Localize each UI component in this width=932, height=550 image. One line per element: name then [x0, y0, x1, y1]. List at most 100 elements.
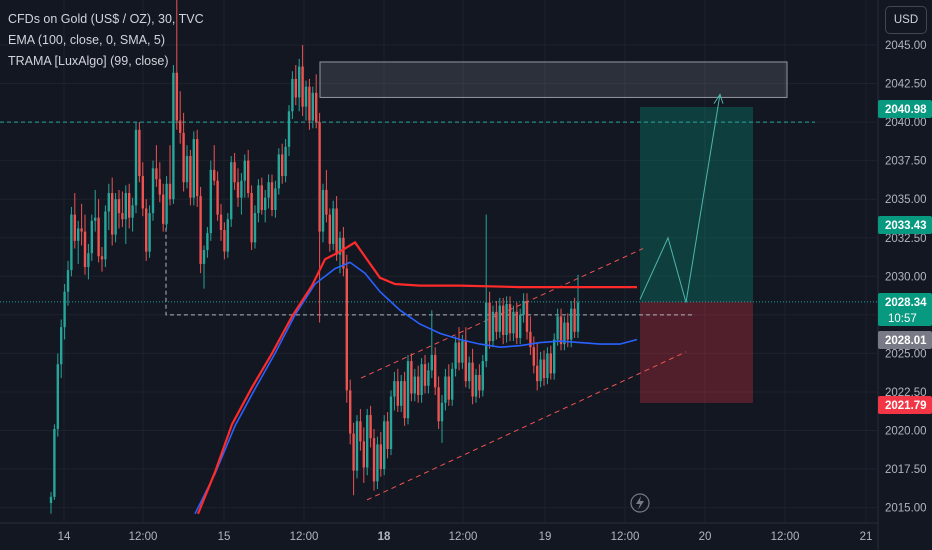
y-tick-label: 2020.00: [885, 426, 927, 438]
candle-body: [570, 308, 573, 340]
candle-body: [495, 311, 498, 332]
candle-body: [345, 268, 348, 391]
x-tick-label: 20: [699, 531, 712, 543]
candle-body: [440, 402, 444, 422]
candle-body: [315, 92, 318, 123]
candle-body: [206, 233, 209, 251]
candle-body: [182, 132, 185, 183]
support-dashed-line: [165, 220, 695, 316]
candle-body: [355, 421, 359, 471]
candle-body: [77, 228, 80, 241]
resistance-zone: [319, 61, 788, 98]
candle-body: [100, 256, 104, 260]
candle-body: [117, 199, 121, 214]
candle-body: [376, 444, 379, 482]
candle-body: [104, 211, 107, 260]
legend-symbol[interactable]: CFDs on Gold (US$ / OZ), 30, TVC: [8, 12, 204, 26]
candle-body: [73, 214, 76, 241]
candle-body: [107, 193, 110, 212]
y-tick-label: 2015.00: [885, 503, 927, 515]
y-tick-label: 2037.50: [885, 156, 927, 168]
candle-body: [576, 302, 580, 332]
candle-body: [396, 381, 399, 406]
currency-button[interactable]: USD: [885, 6, 927, 34]
candle-body: [444, 376, 447, 403]
target-badge-text: 2040.98: [885, 104, 927, 116]
candle-body: [386, 421, 389, 450]
candle-body: [508, 304, 512, 334]
candle-body: [536, 365, 539, 382]
candle-body: [362, 441, 365, 468]
legend-ema[interactable]: EMA (100, close, 0, SMA, 5): [8, 33, 166, 47]
candle-body: [304, 86, 308, 107]
candle-body: [413, 376, 416, 394]
candle-body: [512, 311, 515, 334]
candle-body: [559, 316, 563, 345]
candle-body: [287, 111, 291, 147]
ema-value-badge-text: 2028.01: [885, 335, 927, 347]
candle-body: [403, 381, 406, 419]
candle-body: [179, 120, 182, 133]
candle-body: [158, 179, 161, 195]
candle-body: [515, 311, 518, 338]
candle-body: [566, 322, 569, 340]
candle-body: [175, 72, 178, 121]
candle-body: [359, 421, 362, 442]
price-scale-bg: [878, 0, 932, 550]
x-tick-label: 14: [58, 531, 71, 543]
x-tick-label: 15: [218, 531, 231, 543]
candle-body: [301, 66, 304, 107]
candle-body: [66, 270, 70, 292]
candle-body: [366, 415, 369, 468]
x-tick-label: 12:00: [129, 531, 158, 543]
candle-body: [525, 300, 529, 332]
candle-body: [430, 354, 433, 371]
candle-body: [468, 362, 471, 382]
legend-trama[interactable]: TRAMA [LuxAlgo] (99, close): [8, 54, 169, 68]
candle-body: [434, 354, 437, 388]
candle-body: [230, 162, 233, 220]
candle-body: [417, 376, 420, 396]
candle-body: [274, 188, 277, 210]
candle-body: [522, 300, 525, 315]
candle-body: [202, 250, 206, 264]
y-tick-label: 2035.00: [885, 194, 927, 206]
ema-line: [194, 261, 638, 515]
candle-body: [423, 364, 427, 386]
candle-body: [165, 183, 168, 224]
x-tick-label: 21: [860, 531, 873, 543]
entry-badge: [878, 216, 932, 234]
candle-body: [257, 185, 260, 214]
last-price-text: 2028.34: [885, 297, 927, 309]
candle-body: [298, 66, 301, 98]
candle-body: [321, 189, 325, 232]
candle-body: [294, 78, 297, 98]
chart-legend: CFDs on Gold (US$ / OZ), 30, TVC EMA (10…: [8, 9, 204, 72]
x-tick-label: 12:00: [449, 531, 478, 543]
candle-body: [502, 305, 505, 335]
candle-body: [291, 78, 294, 112]
candle-body: [400, 381, 403, 406]
candle-body: [134, 129, 138, 206]
candle-body: [114, 199, 117, 235]
candle-body: [124, 193, 127, 220]
candle-body: [97, 217, 100, 257]
lightning-icon-glyph: [636, 496, 644, 510]
x-tick-label: 12:00: [771, 531, 800, 543]
candle-body: [488, 302, 491, 342]
candle-body: [260, 185, 263, 210]
candle-body: [529, 331, 532, 348]
candle-body: [573, 308, 576, 332]
candle-body: [199, 196, 202, 264]
candle-body: [172, 72, 175, 200]
candle-body: [240, 180, 243, 198]
candle-body: [53, 428, 56, 497]
candle-body: [247, 160, 250, 194]
candle-body: [209, 169, 212, 234]
candle-body: [318, 122, 321, 232]
y-tick-label: 2017.50: [885, 464, 927, 476]
candle-body: [162, 194, 165, 224]
y-tick-label: 2030.00: [885, 271, 927, 283]
